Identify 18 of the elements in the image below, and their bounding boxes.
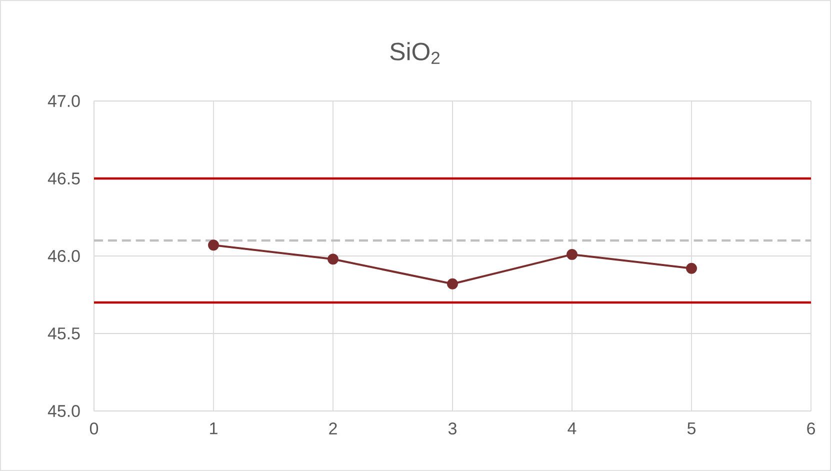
x-tick-label: 3 — [448, 422, 456, 435]
y-tick-label: 46.0 — [48, 250, 80, 262]
y-tick-label: 47.0 — [48, 95, 80, 107]
x-tick-label: 6 — [807, 422, 815, 435]
x-tick-label: 1 — [210, 422, 218, 434]
x-tick-label: 5 — [687, 422, 696, 434]
y-tick-label: 46.5 — [48, 172, 80, 184]
x-tick-label: 2 — [329, 422, 337, 434]
point — [447, 278, 458, 290]
y-tick-label: 45.0 — [48, 405, 80, 417]
point — [208, 240, 219, 251]
point — [328, 254, 338, 265]
point — [686, 262, 697, 274]
point — [566, 248, 578, 260]
y-tick-label: 45.5 — [48, 328, 80, 340]
x-tick-label: 4 — [568, 422, 576, 434]
chart-title: SiO$_{2}$ — [390, 42, 440, 64]
x-tick-label: 0 — [90, 422, 98, 435]
